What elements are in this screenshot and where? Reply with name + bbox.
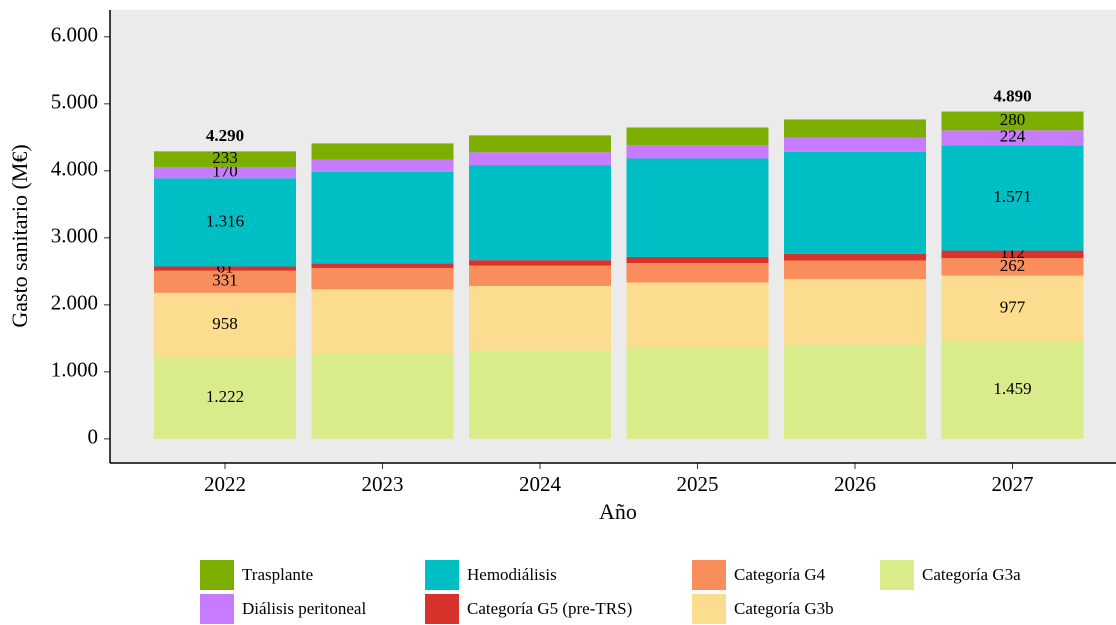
bar-segment (311, 353, 454, 439)
bar-segment (311, 159, 454, 172)
data-label: 1.222 (206, 387, 244, 406)
bar-segment (154, 270, 296, 293)
bar-segment (311, 171, 454, 264)
y-tick-label: 6.000 (51, 23, 98, 47)
y-tick-label: 1.000 (51, 358, 98, 382)
bar-segment (784, 279, 926, 345)
legend-label: Categoría G5 (pre-TRS) (467, 599, 632, 618)
data-label: 958 (212, 314, 238, 333)
legend-label: Trasplante (242, 565, 313, 584)
x-tick-label: 2022 (204, 472, 246, 496)
bar-segment (469, 165, 611, 261)
bar-segment (626, 282, 769, 348)
bar-segment (784, 260, 926, 280)
bar-segment (626, 144, 769, 159)
data-label: 224 (1000, 127, 1026, 146)
data-label: 1.316 (206, 211, 244, 230)
data-label: 262 (1000, 256, 1026, 275)
bar-segment (311, 143, 454, 160)
bar-segment (469, 350, 611, 439)
total-label: 4.290 (206, 126, 244, 145)
data-label: 1.571 (993, 187, 1031, 206)
bar-segment (311, 268, 454, 290)
bar-segment (626, 256, 769, 264)
bar-segment (626, 158, 769, 257)
bar-segment (941, 111, 1084, 131)
legend-swatch (692, 594, 726, 624)
x-tick-label: 2025 (677, 472, 719, 496)
y-tick-label: 5.000 (51, 90, 98, 114)
legend-swatch (692, 560, 726, 590)
legend-label: Categoría G4 (734, 565, 826, 584)
bar-segment (311, 289, 454, 354)
data-label: 280 (1000, 110, 1026, 129)
y-tick-label: 4.000 (51, 157, 98, 181)
legend-swatch (425, 594, 459, 624)
bar-segment (154, 356, 296, 439)
bar-segment (784, 119, 926, 138)
data-label: 977 (1000, 297, 1026, 316)
bar-segment (941, 250, 1084, 259)
bar-segment (784, 253, 926, 261)
x-tick-label: 2023 (362, 472, 404, 496)
x-tick-label: 2027 (992, 472, 1034, 496)
data-label: 331 (212, 271, 238, 290)
bar-segment (626, 127, 769, 145)
bar-segment (154, 292, 296, 357)
y-axis-title: Gasto sanitario (M€) (7, 144, 32, 327)
x-tick-label: 2024 (519, 472, 562, 496)
y-tick-label: 0 (88, 425, 99, 449)
legend-label: Hemodiálisis (467, 565, 557, 584)
x-axis-title: Año (599, 499, 637, 524)
legend-swatch (880, 560, 914, 590)
bar-segment (154, 151, 296, 167)
bar-segment (154, 266, 296, 271)
y-tick-label: 3.000 (51, 224, 98, 248)
bar-segment (941, 258, 1084, 276)
x-tick-label: 2026 (834, 472, 876, 496)
legend-swatch (425, 560, 459, 590)
total-label: 4.890 (993, 86, 1031, 105)
data-label: 1.459 (993, 379, 1031, 398)
bar-segment (154, 178, 296, 267)
bar-segment (469, 265, 611, 286)
bar-segment (626, 263, 769, 283)
bar-segment (784, 344, 926, 439)
bar-segment (154, 166, 296, 179)
bar-segment (311, 263, 454, 269)
bar-segment (626, 347, 769, 439)
legend-label: Diálisis peritoneal (242, 599, 366, 618)
bar-segment (941, 275, 1084, 342)
legend-swatch (200, 560, 234, 590)
bar-segment (941, 341, 1084, 439)
data-label: 233 (212, 148, 238, 167)
bar-segment (469, 152, 611, 166)
bar-segment (784, 137, 926, 152)
legend-label: Categoría G3b (734, 599, 834, 618)
legend-swatch (200, 594, 234, 624)
bar-segment (469, 260, 611, 266)
bar-segment (941, 145, 1084, 251)
legend-label: Categoría G3a (922, 565, 1021, 584)
bar-segment (469, 285, 611, 351)
bar-segment (941, 130, 1084, 146)
y-tick-label: 2.000 (51, 291, 98, 315)
bar-segment (784, 151, 926, 254)
bar-segment (469, 135, 611, 153)
